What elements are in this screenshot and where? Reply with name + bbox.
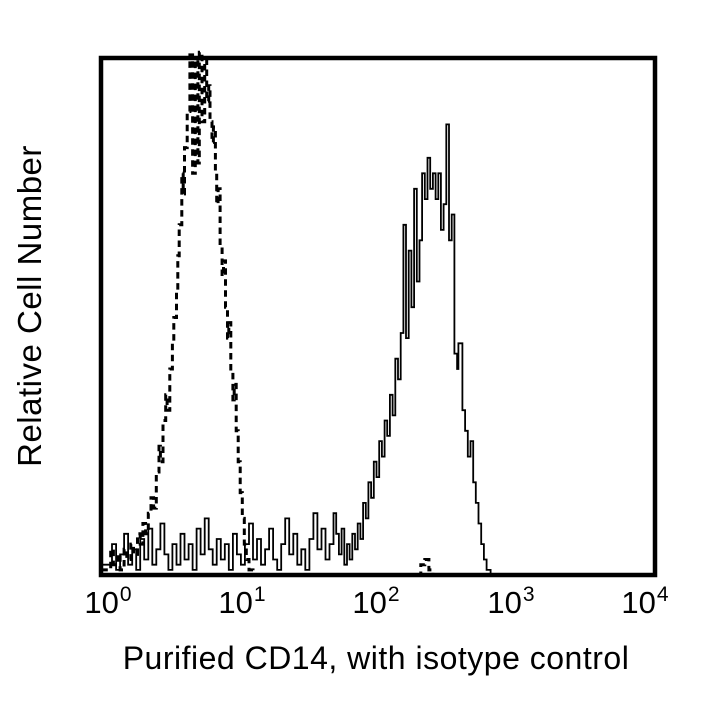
cd14-curve bbox=[101, 123, 649, 576]
x-tick-base: 10 bbox=[621, 585, 656, 620]
x-tick-1e2: 102 bbox=[352, 583, 400, 621]
x-tick-exponent: 0 bbox=[119, 583, 132, 606]
x-axis-label: Purified CD14, with isotype control bbox=[122, 640, 630, 676]
x-tick-exponent: 3 bbox=[522, 583, 535, 606]
x-tick-1e1: 101 bbox=[218, 583, 266, 621]
x-tick-1e4: 104 bbox=[621, 583, 669, 621]
x-tick-base: 10 bbox=[218, 585, 253, 620]
x-tick-base: 10 bbox=[487, 585, 522, 620]
x-tick-base: 10 bbox=[84, 585, 119, 620]
isotype-control-curve bbox=[101, 50, 649, 577]
x-tick-1e3: 103 bbox=[487, 583, 535, 621]
x-tick-exponent: 4 bbox=[656, 583, 669, 606]
x-tick-1e0: 100 bbox=[84, 583, 132, 621]
plot-frame bbox=[98, 55, 658, 578]
x-tick-exponent: 1 bbox=[253, 583, 266, 606]
x-tick-exponent: 2 bbox=[387, 583, 400, 606]
y-axis-label: Relative Cell Number bbox=[11, 145, 48, 467]
x-tick-base: 10 bbox=[352, 585, 387, 620]
